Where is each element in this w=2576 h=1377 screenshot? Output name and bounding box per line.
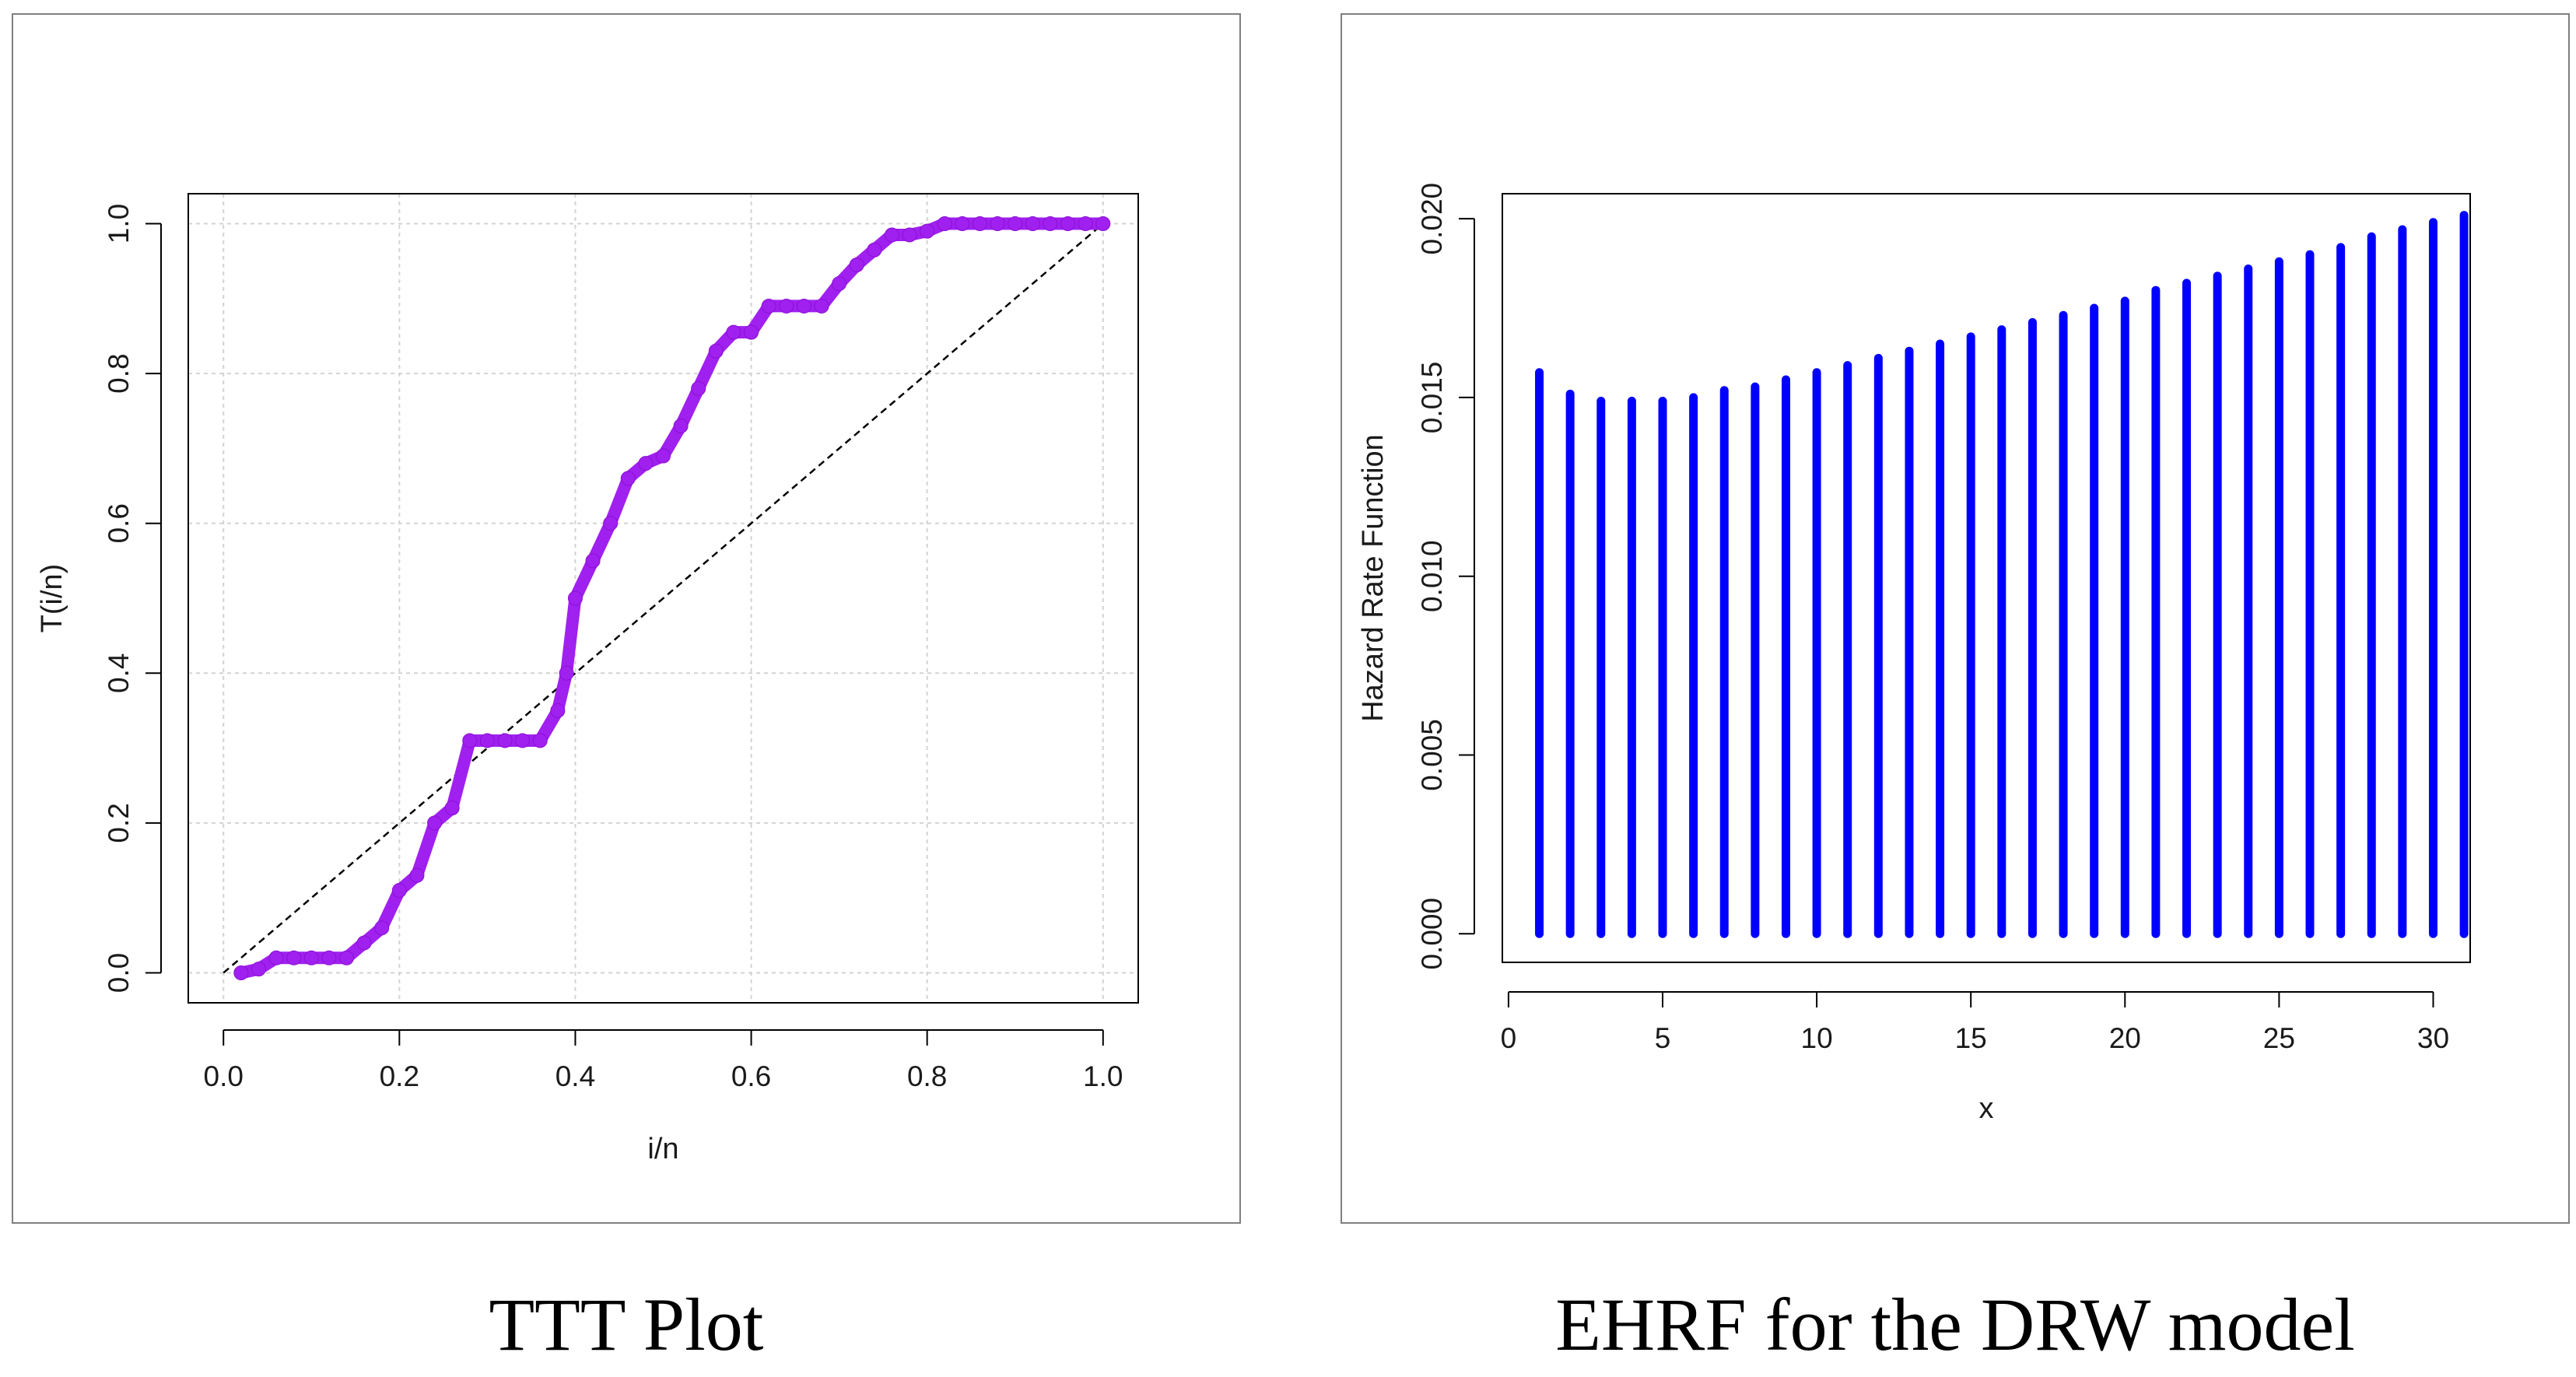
x-tick-label: 10 bbox=[1801, 1022, 1833, 1054]
ttt-point bbox=[303, 950, 319, 965]
ttt-point bbox=[1060, 216, 1076, 232]
y-tick-label: 0.0 bbox=[103, 953, 135, 993]
ehrf-plot-chart: 0 5 10 15 20 25 30 0.000 0.005 0.010 0.015 0.020 x Ha… bbox=[1357, 183, 2471, 1125]
y-tick-label: 0.015 bbox=[1416, 362, 1448, 434]
ehrf-plot-panel: 0 5 10 15 20 25 30 0.000 0.005 0.010 0.015 0.020 x Ha… bbox=[1341, 13, 2570, 1224]
ttt-point bbox=[744, 324, 759, 340]
ttt-plot-chart: 0.0 0.2 0.4 0.6 0.8 1.0 0.0 0.2 0.4 0.6 0.8 1.0 i/n T… bbox=[36, 193, 1139, 1165]
ttt-point bbox=[1025, 216, 1040, 232]
y-tick-label: 0.4 bbox=[103, 653, 135, 693]
ttt-point bbox=[884, 227, 899, 243]
y-tick-label: 0.6 bbox=[103, 503, 135, 543]
ttt-point bbox=[497, 733, 513, 748]
ttt-point bbox=[567, 590, 583, 606]
ttt-point bbox=[708, 343, 724, 359]
ttt-point bbox=[673, 419, 689, 434]
x-axis-title: x bbox=[1979, 1092, 1994, 1125]
x-tick-label: 1.0 bbox=[1083, 1060, 1123, 1092]
ttt-point bbox=[1043, 216, 1058, 232]
ttt-point bbox=[973, 216, 987, 232]
ttt-point bbox=[409, 867, 425, 883]
ttt-point bbox=[603, 516, 619, 531]
x-tick-label: 0 bbox=[1501, 1022, 1517, 1054]
ttt-point bbox=[779, 298, 794, 314]
y-tick-label: 1.0 bbox=[103, 204, 135, 244]
ttt-point bbox=[356, 935, 372, 951]
ttt-point bbox=[268, 950, 284, 965]
ttt-point bbox=[515, 733, 531, 748]
x-tick-label: 0.6 bbox=[731, 1060, 771, 1092]
ttt-point bbox=[585, 553, 601, 569]
ttt-point bbox=[656, 448, 671, 464]
ttt-point bbox=[1078, 216, 1093, 232]
ttt-point bbox=[427, 815, 443, 831]
ttt-point bbox=[638, 456, 654, 471]
y-tick-label: 0.010 bbox=[1416, 540, 1448, 612]
ttt-plot-caption: TTT Plot bbox=[489, 1283, 764, 1366]
y-tick-label: 0.000 bbox=[1416, 898, 1448, 970]
ttt-point bbox=[867, 242, 882, 258]
ttt-point bbox=[321, 950, 337, 965]
ttt-point bbox=[796, 298, 811, 314]
ttt-point bbox=[479, 733, 495, 748]
x-tick-label: 15 bbox=[1955, 1022, 1987, 1054]
ttt-point bbox=[251, 962, 266, 977]
ttt-point bbox=[937, 216, 952, 232]
ttt-point bbox=[832, 276, 847, 292]
ttt-point bbox=[761, 298, 776, 314]
ttt-point bbox=[374, 920, 390, 936]
y-axis-title: T(i/n) bbox=[36, 564, 68, 633]
ehrf-plot-caption: EHRF for the DRW model bbox=[1555, 1283, 2355, 1366]
ttt-point bbox=[286, 950, 302, 965]
y-tick-label: 0.020 bbox=[1416, 183, 1448, 255]
ttt-point bbox=[391, 883, 407, 899]
ttt-point bbox=[532, 733, 548, 748]
reference-diagonal-line bbox=[223, 222, 1104, 974]
ttt-point bbox=[849, 257, 864, 272]
x-tick-label: 0.8 bbox=[907, 1060, 947, 1092]
ttt-point bbox=[339, 950, 354, 965]
ttt-point bbox=[814, 298, 829, 314]
ttt-point bbox=[559, 665, 574, 681]
x-tick-label: 25 bbox=[2263, 1022, 2295, 1054]
ttt-curve-line bbox=[234, 217, 1109, 979]
ttt-point bbox=[691, 380, 706, 396]
x-axis-title: i/n bbox=[647, 1133, 678, 1165]
x-tick-label: 0.0 bbox=[204, 1060, 244, 1092]
ttt-point bbox=[955, 216, 970, 232]
x-tick-label: 30 bbox=[2417, 1022, 2449, 1054]
ttt-point bbox=[726, 324, 741, 340]
ttt-point bbox=[902, 227, 917, 243]
x-tick-label: 20 bbox=[2109, 1022, 2141, 1054]
plot-frame bbox=[188, 193, 1139, 1004]
x-tick-label: 0.2 bbox=[380, 1060, 419, 1092]
ttt-point bbox=[990, 216, 1005, 232]
plot-frame bbox=[1502, 193, 2471, 963]
ttt-point bbox=[1095, 216, 1111, 232]
x-tick-label: 5 bbox=[1655, 1022, 1671, 1054]
ttt-point bbox=[233, 965, 249, 980]
y-tick-label: 0.2 bbox=[103, 803, 135, 843]
y-axis-title: Hazard Rate Function bbox=[1357, 434, 1390, 722]
ttt-point bbox=[620, 471, 636, 486]
y-tick-label: 0.005 bbox=[1416, 719, 1448, 791]
ttt-point bbox=[462, 733, 478, 748]
ttt-point bbox=[550, 703, 566, 718]
y-tick-label: 0.8 bbox=[103, 353, 135, 393]
x-tick-label: 0.4 bbox=[556, 1060, 595, 1092]
ttt-point bbox=[444, 801, 460, 816]
ttt-point bbox=[920, 223, 935, 239]
ttt-plot-panel: 0.0 0.2 0.4 0.6 0.8 1.0 0.0 0.2 0.4 0.6 0.8 1.0 i/n T… bbox=[12, 13, 1241, 1224]
ttt-point bbox=[1008, 216, 1023, 232]
